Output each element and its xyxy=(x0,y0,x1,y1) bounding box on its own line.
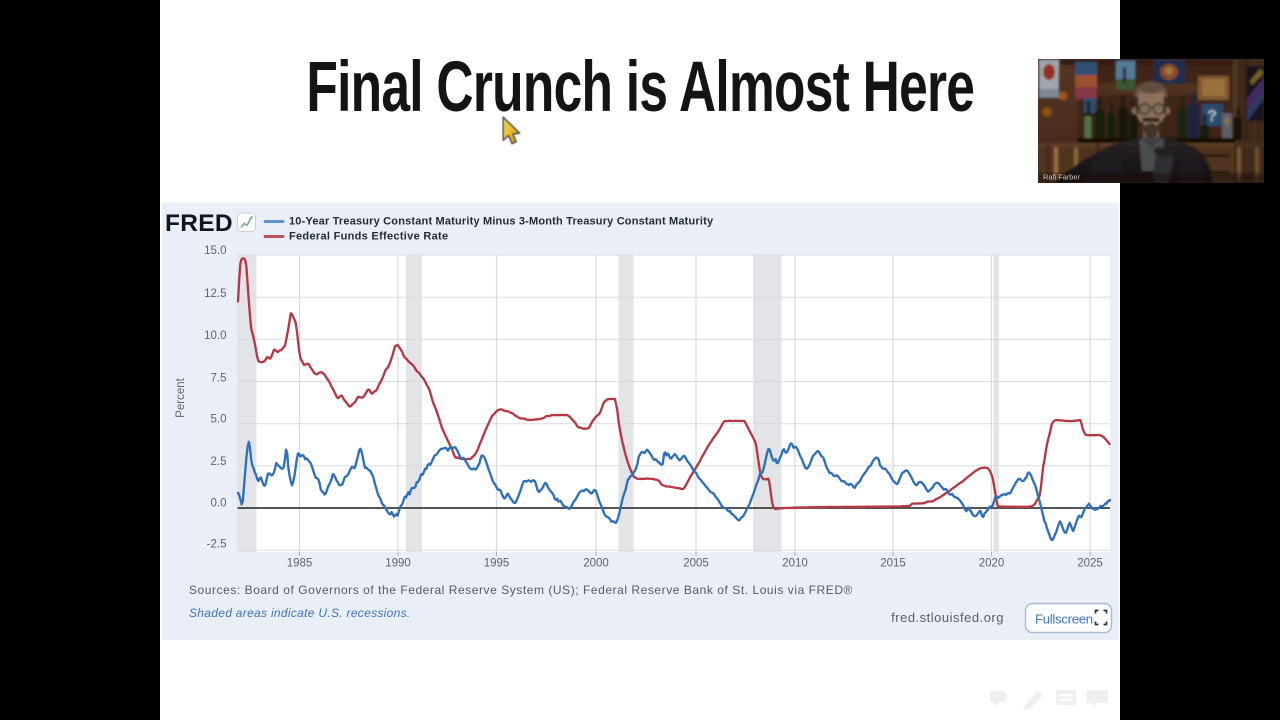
svg-text:Rafi Farber: Rafi Farber xyxy=(1043,173,1081,182)
svg-text:5.0: 5.0 xyxy=(211,413,227,425)
svg-text:Fullscreen: Fullscreen xyxy=(1035,612,1093,627)
svg-text:Percent: Percent xyxy=(175,377,187,417)
svg-text:7.5: 7.5 xyxy=(211,372,227,384)
svg-text:-2.5: -2.5 xyxy=(207,539,227,551)
svg-text:Federal Funds Effective Rate: Federal Funds Effective Rate xyxy=(289,231,448,243)
svg-text:FRED: FRED xyxy=(165,210,233,237)
svg-text:Sources: Board of Governors of: Sources: Board of Governors of the Feder… xyxy=(189,583,853,597)
svg-text:2.5: 2.5 xyxy=(211,456,227,468)
svg-text:1990: 1990 xyxy=(385,558,411,570)
svg-text:2015: 2015 xyxy=(880,558,906,570)
svg-text:2025: 2025 xyxy=(1077,558,1103,570)
svg-text:10.0: 10.0 xyxy=(204,330,226,342)
svg-text:1985: 1985 xyxy=(287,558,313,570)
svg-text:15.0: 15.0 xyxy=(204,245,226,257)
svg-text:2010: 2010 xyxy=(782,558,808,570)
svg-text:fred.stlouisfed.org: fred.stlouisfed.org xyxy=(891,610,1004,625)
svg-text:12.5: 12.5 xyxy=(204,288,226,300)
svg-text:2000: 2000 xyxy=(583,558,609,570)
svg-text:?: ? xyxy=(1207,108,1217,125)
svg-text:1995: 1995 xyxy=(484,558,510,570)
svg-text:2005: 2005 xyxy=(683,558,709,570)
svg-text:0.0: 0.0 xyxy=(211,498,227,510)
svg-text:10-Year Treasury Constant Matu: 10-Year Treasury Constant Maturity Minus… xyxy=(289,216,714,228)
svg-text:Shaded areas indicate U.S. rec: Shaded areas indicate U.S. recessions. xyxy=(189,606,411,620)
svg-text:2020: 2020 xyxy=(979,558,1005,570)
